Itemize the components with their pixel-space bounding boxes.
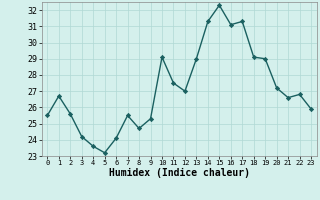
X-axis label: Humidex (Indice chaleur): Humidex (Indice chaleur) xyxy=(109,168,250,178)
